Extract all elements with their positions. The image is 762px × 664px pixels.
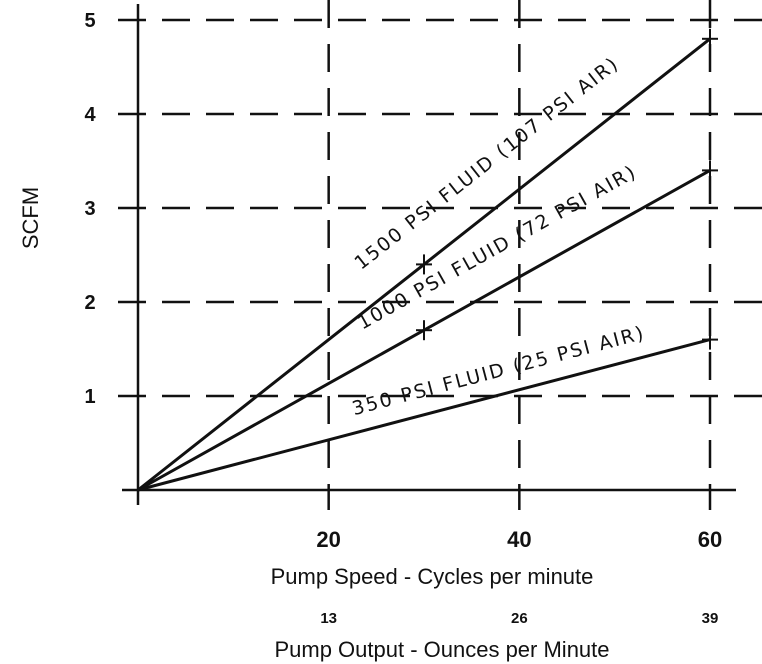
tick-labels: 1 2 3 4 5 20 13 40 26 60 39 [84, 10, 722, 627]
x-tick-label-20: 20 [316, 527, 340, 552]
axes [122, 4, 736, 505]
series-label-3: 350 PSI FLUID (25 PSI AIR) [350, 322, 648, 420]
x-tick-label-40: 40 [507, 527, 531, 552]
x-tick-label-60: 60 [698, 527, 722, 552]
y-tick-label-5: 5 [84, 10, 95, 32]
y-tick-label-3: 3 [84, 198, 95, 220]
x2-tick-label-26: 26 [511, 610, 528, 627]
x2-tick-label-13: 13 [320, 610, 337, 627]
y-axis-title: SCFM [18, 187, 43, 249]
x2-tick-label-39: 39 [702, 610, 719, 627]
series [137, 28, 718, 492]
y-tick-label-1: 1 [84, 386, 95, 408]
series-line-3 [137, 338, 711, 492]
series-labels: 1500 PSI FLUID (107 PSI AIR)1000 PSI FLU… [350, 52, 648, 420]
y-tick-label-4: 4 [84, 104, 96, 126]
y-tick-label-2: 2 [84, 292, 95, 314]
x2-axis-title: Pump Output - Ounces per Minute [274, 637, 609, 662]
grid [118, 0, 762, 510]
x-axis-title: Pump Speed - Cycles per minute [271, 564, 594, 589]
